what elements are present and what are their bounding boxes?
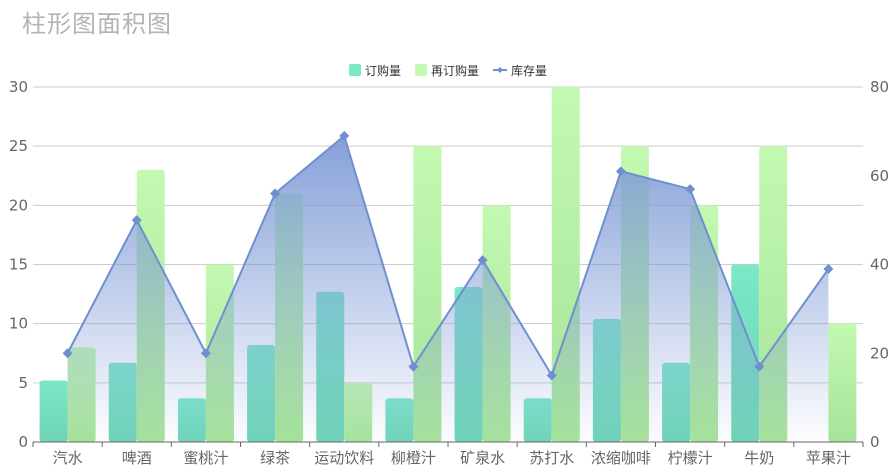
stock-point-marker [408, 361, 419, 372]
bar-order-qty [39, 380, 68, 442]
y-left-tick-label: 5 [18, 374, 28, 392]
x-tick-label: 运动饮料 [314, 449, 374, 467]
chart-title: 柱形图面积图 [22, 10, 172, 38]
y-left-tick-label: 0 [18, 433, 28, 451]
stock-point-marker [477, 255, 488, 266]
legend-diamond-icon [497, 67, 503, 73]
y-left-tick-label: 10 [9, 315, 28, 333]
x-tick-label: 柳橙汁 [391, 449, 436, 467]
stock-point-marker [615, 166, 626, 177]
y-left-tick-label: 20 [9, 196, 28, 214]
x-tick-label: 苹果汁 [806, 449, 851, 467]
stock-point-marker [62, 348, 73, 359]
x-tick-label: 蜜桃汁 [183, 449, 228, 467]
y-left-tick-label: 15 [9, 256, 28, 274]
legend-swatch-icon [415, 64, 427, 76]
x-tick-label: 汽水 [53, 449, 83, 467]
x-tick-label: 矿泉水 [460, 449, 505, 467]
stock-area-fill [67, 135, 829, 442]
legend-label: 库存量 [511, 63, 547, 78]
y-right-tick-label: 60 [870, 167, 889, 185]
stock-point-marker [546, 370, 557, 381]
bar-reorder-qty [828, 323, 857, 442]
stock-point-marker [754, 361, 765, 372]
stock-point-marker [131, 215, 142, 226]
stock-point-marker [339, 130, 350, 141]
stock-line [66, 134, 830, 378]
x-tick-label: 浓缩咖啡 [591, 449, 651, 467]
y-right-tick-label: 0 [870, 433, 880, 451]
x-tick-label: 绿茶 [260, 449, 290, 467]
y-left-tick-label: 25 [9, 137, 28, 155]
legend-swatch-icon [349, 64, 361, 76]
x-tick-label: 啤酒 [122, 449, 152, 467]
stock-point-marker [270, 188, 281, 199]
legend-label: 订购量 [365, 63, 401, 78]
y-left-tick-label: 30 [9, 78, 28, 96]
stock-point-marker [200, 348, 211, 359]
y-right-tick-label: 40 [870, 256, 889, 274]
y-right-tick-label: 20 [870, 344, 889, 362]
y-right-tick-label: 80 [870, 78, 889, 96]
stock-point-marker [823, 263, 834, 274]
x-tick-label: 苏打水 [529, 449, 574, 467]
stock-point-marker [685, 184, 696, 195]
legend-label: 再订购量 [431, 63, 479, 78]
x-tick-label: 牛奶 [744, 449, 774, 467]
x-tick-label: 柠檬汁 [668, 449, 713, 467]
